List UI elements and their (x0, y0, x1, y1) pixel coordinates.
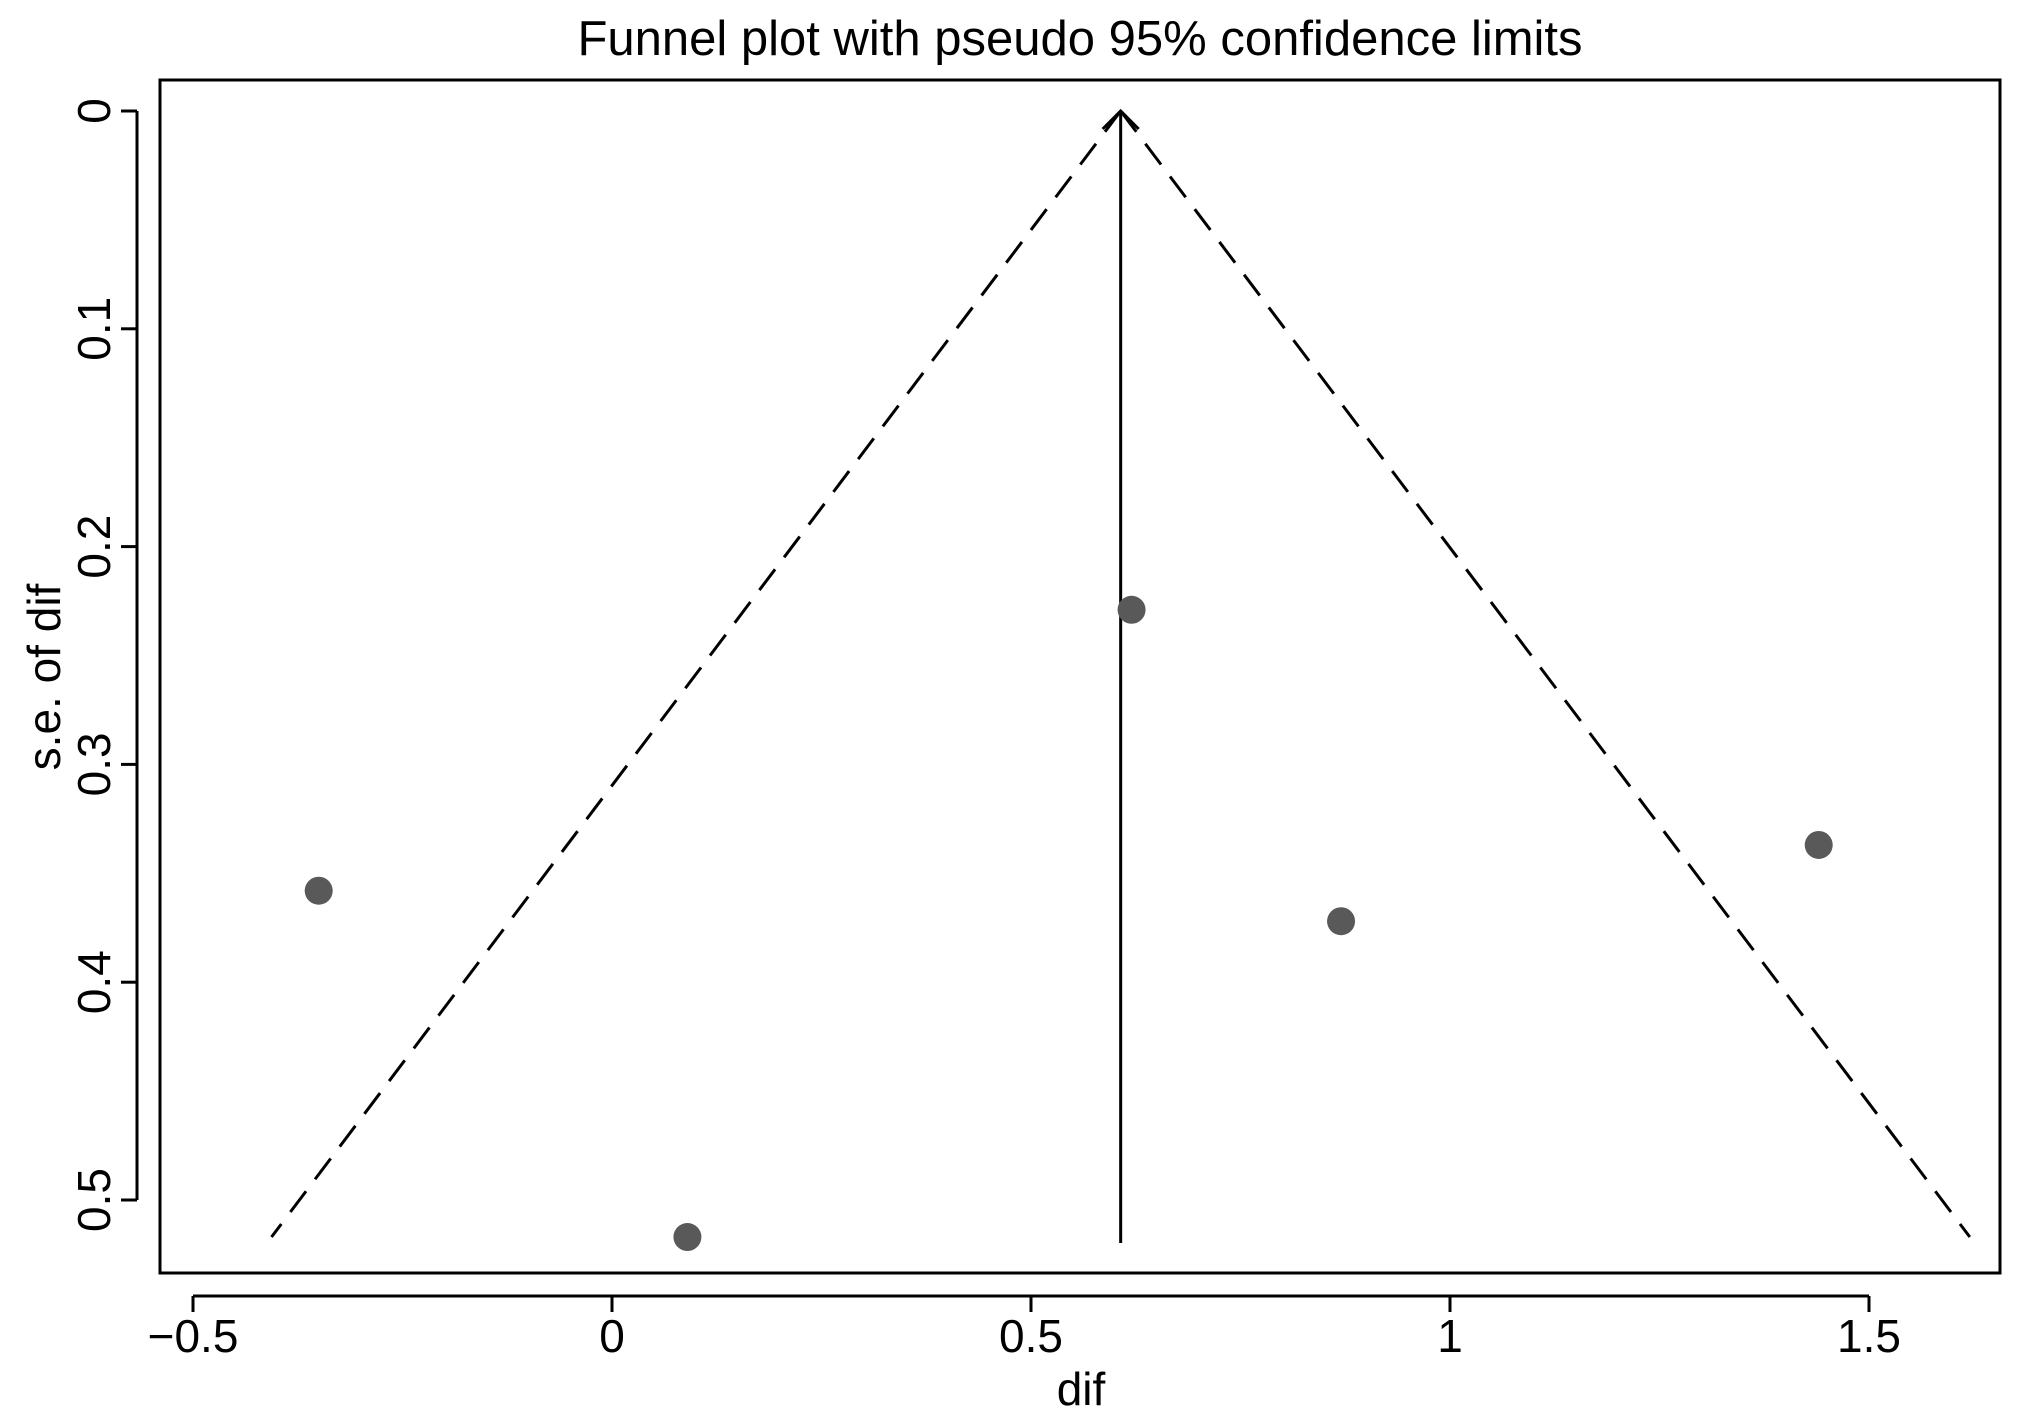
x-axis-label: dif (1057, 1363, 1106, 1415)
y-axis-label: s.e. of dif (18, 583, 70, 770)
data-point (304, 876, 333, 905)
pooled-effect-arrowhead (1101, 108, 1140, 131)
data-point (1117, 595, 1146, 624)
y-tick-label: 0.2 (68, 515, 120, 579)
x-tick-label: 1 (1437, 1310, 1463, 1362)
confidence-limits (270, 110, 1972, 1238)
y-tick-label: 0.5 (68, 1168, 120, 1232)
y-tick-label: 0 (68, 98, 120, 124)
data-point (1327, 907, 1356, 936)
chart-title: Funnel plot with pseudo 95% confidence l… (577, 12, 1582, 66)
x-tick-label: 0.5 (999, 1310, 1063, 1362)
y-tick-label: 0.4 (68, 950, 120, 1014)
pooled-effect (1101, 108, 1140, 1244)
lower-confidence-limit (270, 110, 1122, 1238)
data-point (1804, 830, 1833, 859)
plot-frame (158, 78, 2002, 1275)
x-tick-label: 1.5 (1837, 1310, 1901, 1362)
data-point (673, 1223, 702, 1252)
data-points (304, 595, 1833, 1252)
x-tick-label: 0 (599, 1310, 625, 1362)
upper-confidence-limit (1119, 110, 1972, 1238)
y-tick-label: 0.1 (68, 297, 120, 361)
y-tick-label: 0.3 (68, 732, 120, 796)
x-tick-label: −0.5 (148, 1310, 239, 1362)
axes: −0.5 0 0.5 1 1.5 0 0.1 0.2 0.3 0.4 0.5 (68, 98, 1901, 1362)
